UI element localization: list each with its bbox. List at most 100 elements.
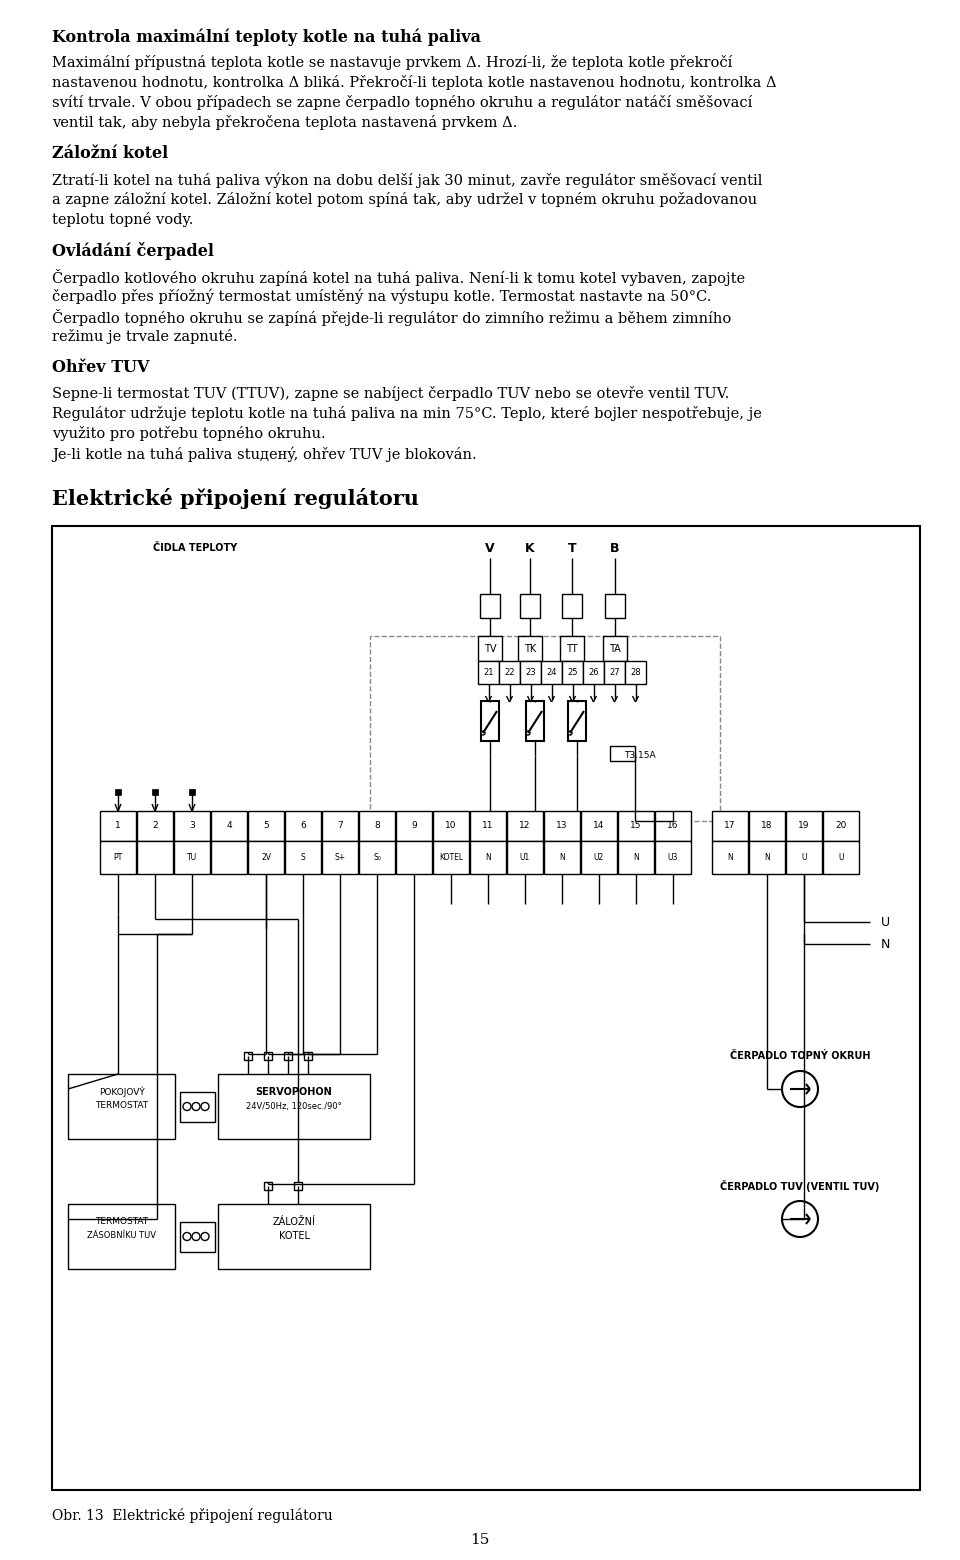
Text: S+: S+ bbox=[334, 853, 346, 863]
Bar bbox=[137, 811, 173, 841]
Text: TU: TU bbox=[187, 853, 197, 863]
Text: 26: 26 bbox=[588, 668, 599, 677]
Text: TA: TA bbox=[610, 643, 621, 654]
Text: 18: 18 bbox=[761, 822, 773, 830]
Bar bbox=[823, 811, 859, 841]
Text: 14: 14 bbox=[593, 822, 605, 830]
Bar bbox=[518, 636, 542, 661]
Bar bbox=[478, 636, 502, 661]
Text: T: T bbox=[567, 541, 576, 554]
Circle shape bbox=[192, 1232, 200, 1240]
Bar bbox=[248, 811, 284, 841]
Text: 28: 28 bbox=[630, 668, 641, 677]
Text: 7: 7 bbox=[337, 822, 343, 830]
Bar bbox=[396, 841, 432, 874]
Text: teplotu topné vody.: teplotu topné vody. bbox=[52, 212, 193, 228]
Text: 13: 13 bbox=[556, 822, 567, 830]
Text: Čerpadlo topného okruhu se zapíná přejde-li regulátor do zimního režimu a během : Čerpadlo topného okruhu se zapíná přejde… bbox=[52, 309, 732, 326]
Circle shape bbox=[782, 1201, 818, 1237]
Text: Obr. 13  Elektrické připojení regulátoru: Obr. 13 Elektrické připojení regulátoru bbox=[52, 1509, 333, 1523]
Bar bbox=[359, 811, 395, 841]
Bar bbox=[481, 700, 499, 741]
Text: N: N bbox=[727, 853, 732, 863]
Text: TERMOSTAT: TERMOSTAT bbox=[95, 1217, 148, 1226]
Bar bbox=[68, 1204, 175, 1268]
Bar bbox=[433, 841, 469, 874]
Bar bbox=[655, 841, 691, 874]
Bar bbox=[189, 789, 195, 796]
Bar bbox=[603, 636, 627, 661]
Text: 16: 16 bbox=[667, 822, 679, 830]
Text: Ohřev TUV: Ohřev TUV bbox=[52, 359, 150, 376]
Text: Záložní kotel: Záložní kotel bbox=[52, 145, 168, 162]
Bar bbox=[478, 661, 499, 683]
Text: Ztratí-li kotel na tuhá paliva výkon na dobu delší jak 30 minut, zavře regulátor: Ztratí-li kotel na tuhá paliva výkon na … bbox=[52, 172, 762, 187]
Bar bbox=[823, 841, 859, 874]
Bar bbox=[100, 841, 136, 874]
Bar bbox=[581, 811, 617, 841]
Bar bbox=[526, 700, 544, 741]
Bar bbox=[211, 811, 247, 841]
Bar bbox=[359, 841, 395, 874]
Text: 15: 15 bbox=[631, 822, 641, 830]
Bar bbox=[655, 811, 691, 841]
Circle shape bbox=[201, 1103, 209, 1111]
Text: čerpadlo přes příožný termostat umístěný na výstupu kotle. Termostat nastavte na: čerpadlo přes příožný termostat umístěný… bbox=[52, 289, 711, 304]
Text: Maximální přípustná teplota kotle se nastavuje prvkem Δ. Hrozí-li, že teplota ko: Maximální přípustná teplota kotle se nas… bbox=[52, 55, 732, 70]
Text: SERVOPOHON: SERVOPOHON bbox=[255, 1087, 332, 1097]
Text: Sepne-li termostat TUV (TTUV), zapne se nabíject čerpadlo TUV nebo se otevře ven: Sepne-li termostat TUV (TTUV), zapne se … bbox=[52, 385, 730, 401]
Text: U3: U3 bbox=[668, 853, 678, 863]
Text: K: K bbox=[525, 541, 535, 554]
Bar bbox=[470, 841, 506, 874]
Bar bbox=[396, 811, 432, 841]
Bar bbox=[218, 1204, 370, 1268]
Bar bbox=[712, 841, 748, 874]
Circle shape bbox=[192, 1103, 200, 1111]
Bar bbox=[322, 841, 358, 874]
Text: N: N bbox=[764, 853, 770, 863]
Text: Elektrické připojení regulátoru: Elektrické připojení regulátoru bbox=[52, 488, 419, 509]
Text: ZÁLOŽNÍ: ZÁLOŽNÍ bbox=[273, 1217, 316, 1228]
Text: TERMOSTAT: TERMOSTAT bbox=[95, 1101, 148, 1111]
Bar bbox=[568, 700, 586, 741]
Bar bbox=[786, 811, 822, 841]
Bar bbox=[560, 636, 584, 661]
Text: V: V bbox=[485, 541, 494, 554]
Bar bbox=[52, 526, 920, 1490]
Bar bbox=[180, 1092, 215, 1122]
Bar bbox=[137, 841, 173, 874]
Bar bbox=[285, 811, 321, 841]
Circle shape bbox=[183, 1103, 191, 1111]
Bar bbox=[180, 1221, 215, 1251]
Text: 1: 1 bbox=[115, 822, 121, 830]
Text: KOTEL: KOTEL bbox=[439, 853, 463, 863]
Bar bbox=[244, 1051, 252, 1059]
Text: Ovládání čerpadel: Ovládání čerpadel bbox=[52, 242, 214, 261]
Text: 19: 19 bbox=[799, 822, 809, 830]
Text: ČERPADLO TOPNÝ OKRUH: ČERPADLO TOPNÝ OKRUH bbox=[730, 1051, 871, 1061]
Bar bbox=[174, 841, 210, 874]
Bar bbox=[625, 661, 646, 683]
Text: U1: U1 bbox=[520, 853, 530, 863]
Bar bbox=[294, 1182, 302, 1190]
Text: TK: TK bbox=[524, 643, 536, 654]
Circle shape bbox=[568, 732, 572, 735]
Bar bbox=[285, 841, 321, 874]
Bar bbox=[322, 811, 358, 841]
Text: 23: 23 bbox=[525, 668, 536, 677]
Text: Čerpadlo kotlového okruhu zapíná kotel na tuhá paliva. Není-li k tomu kotel vyba: Čerpadlo kotlového okruhu zapíná kotel n… bbox=[52, 268, 745, 285]
Text: ČIDLA TEPLOTY: ČIDLA TEPLOTY bbox=[153, 543, 237, 552]
Bar bbox=[618, 811, 654, 841]
Bar bbox=[264, 1182, 272, 1190]
Bar bbox=[115, 789, 121, 796]
Text: 2: 2 bbox=[153, 822, 157, 830]
Bar bbox=[370, 636, 720, 821]
Bar bbox=[544, 841, 580, 874]
Bar bbox=[480, 594, 500, 618]
Circle shape bbox=[481, 732, 485, 735]
Bar bbox=[562, 661, 583, 683]
Text: ČERPADLO TUV (VENTIL TUV): ČERPADLO TUV (VENTIL TUV) bbox=[720, 1179, 879, 1192]
Text: N: N bbox=[559, 853, 564, 863]
Bar bbox=[583, 661, 604, 683]
Text: využito pro potřebu topného okruhu.: využito pro potřebu topného okruhu. bbox=[52, 426, 325, 441]
